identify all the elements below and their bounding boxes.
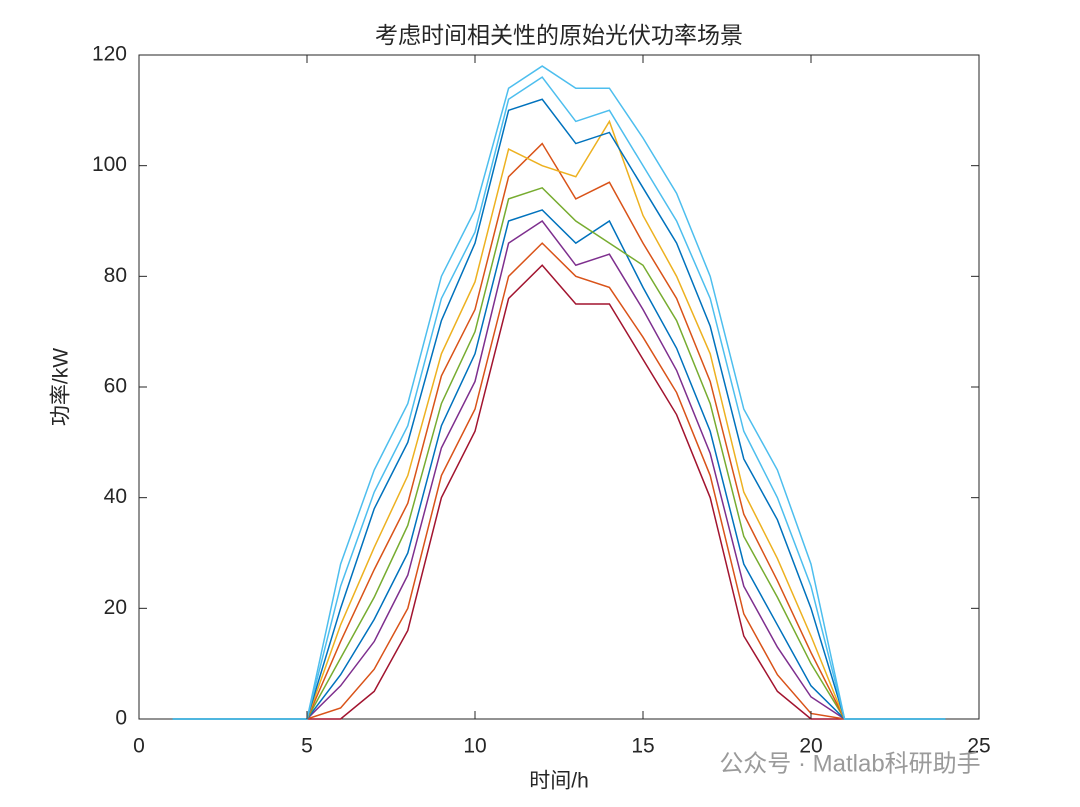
- y-tick-label: 0: [115, 707, 127, 730]
- y-tick-label: 20: [104, 596, 127, 619]
- y-tick-label: 120: [92, 43, 127, 66]
- y-tick-label: 100: [92, 153, 127, 176]
- y-tick-label: 80: [104, 264, 127, 287]
- x-tick-label: 10: [463, 735, 486, 758]
- y-tick-label: 60: [104, 375, 127, 398]
- series-line: [172, 65, 946, 720]
- x-tick-label: 5: [301, 735, 313, 758]
- x-tick-label: 15: [631, 735, 654, 758]
- chart-title: 考虑时间相关性的原始光伏功率场景: [375, 22, 743, 48]
- x-axis-label: 时间/h: [529, 770, 589, 793]
- y-axis-label: 功率/kW: [50, 348, 73, 426]
- x-tick-label: 20: [799, 735, 822, 758]
- plot-area: [138, 54, 980, 720]
- x-tick-label: 25: [967, 735, 990, 758]
- watermark: 公众号 · Matlab科研助手: [719, 750, 980, 777]
- x-tick-label: 0: [133, 735, 145, 758]
- y-tick-label: 40: [104, 485, 127, 508]
